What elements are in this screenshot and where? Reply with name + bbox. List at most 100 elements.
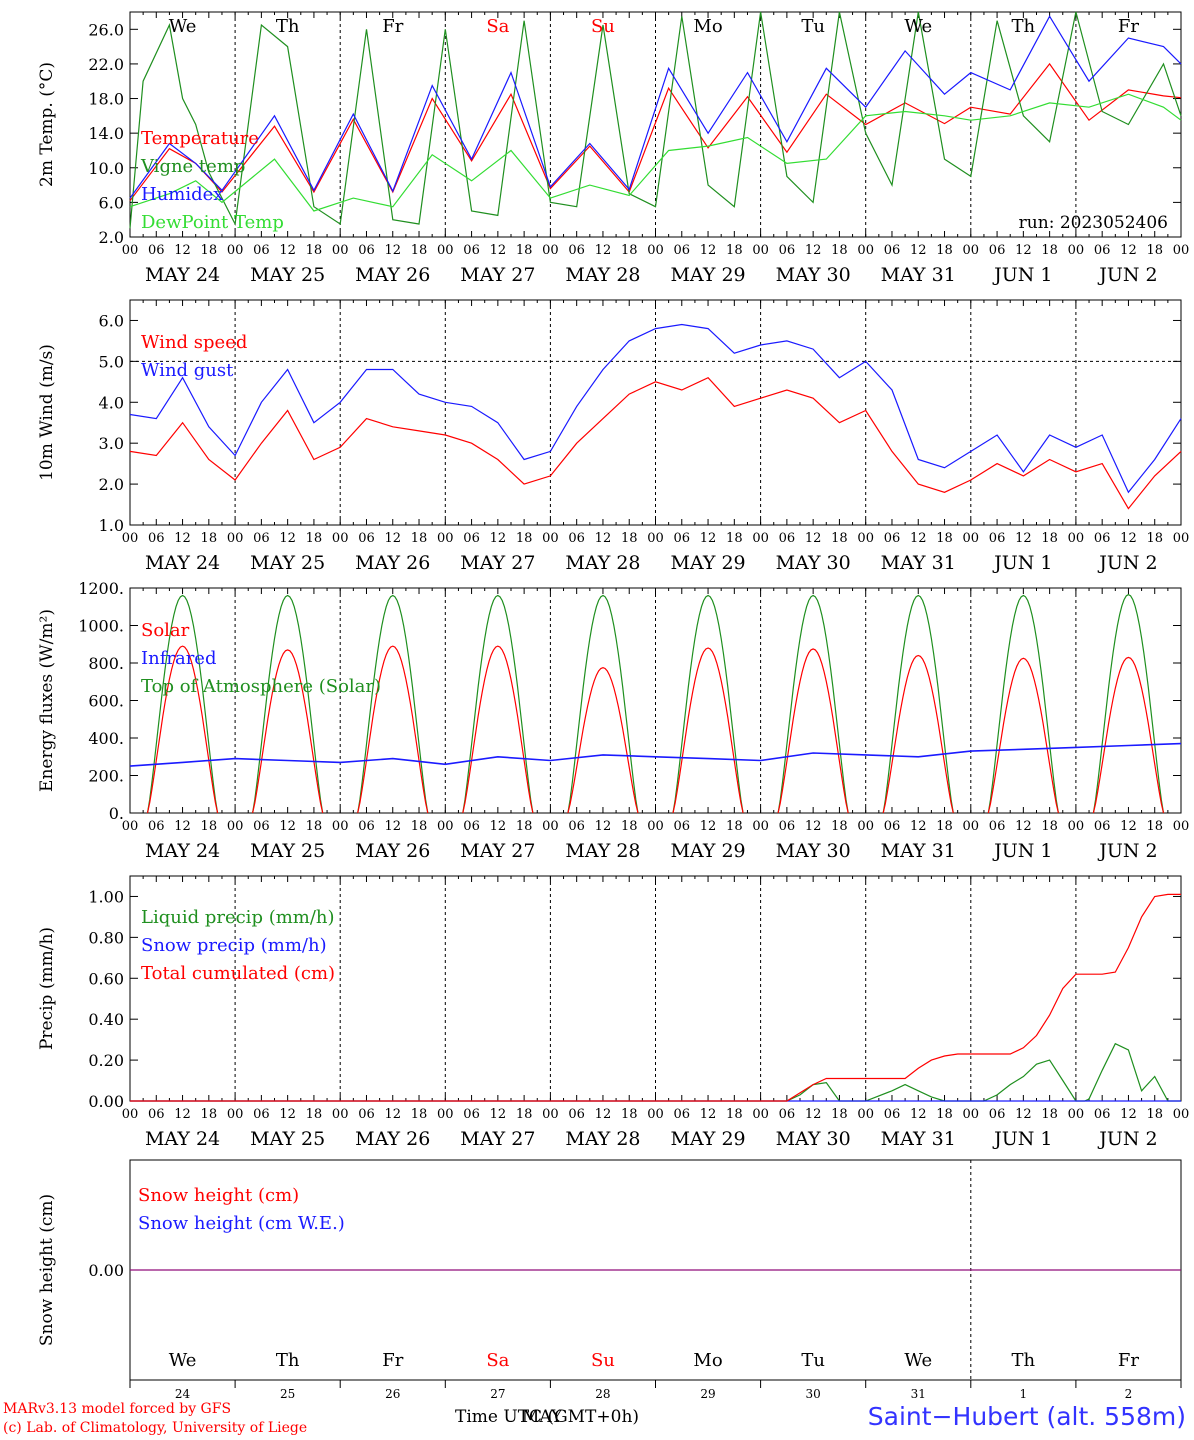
day-number: 27: [490, 1387, 505, 1401]
y-tick-label: 400.: [88, 729, 124, 748]
series-solar-day-5: [567, 667, 639, 814]
hour-tick-label: 00: [1173, 819, 1190, 834]
hour-tick-label: 18: [621, 1107, 638, 1122]
hour-tick-label: 00: [542, 243, 559, 258]
hour-tick-label: 00: [227, 243, 244, 258]
date-label: JUN 2: [1097, 1128, 1157, 1150]
hour-tick-label: 00: [857, 531, 874, 546]
day-number: 29: [700, 1387, 715, 1401]
y-tick-label: 26.0: [88, 20, 124, 39]
hour-tick-label: 06: [989, 819, 1006, 834]
hour-tick-label: 06: [463, 243, 480, 258]
date-label: MAY 31: [881, 840, 956, 862]
hour-tick-label: 00: [857, 1107, 874, 1122]
hour-tick-label: 00: [542, 1107, 559, 1122]
hour-tick-label: 00: [437, 243, 454, 258]
hour-tick-label: 18: [831, 1107, 848, 1122]
legend-snow-height-cm-w-e: Snow height (cm W.E.): [138, 1213, 345, 1234]
series-solar-day-4: [462, 645, 534, 814]
hour-tick-label: 18: [831, 531, 848, 546]
legend-liquid-precip-mm-h: Liquid precip (mm/h): [141, 907, 335, 928]
footer-copyright: (c) Lab. of Climatology, University of L…: [3, 1420, 308, 1436]
hour-tick-label: 00: [227, 819, 244, 834]
hour-tick-label: 12: [1015, 1107, 1032, 1122]
date-label: MAY 27: [460, 264, 535, 286]
hour-tick-label: 18: [411, 1107, 428, 1122]
hour-tick-label: 12: [700, 1107, 717, 1122]
hour-tick-label: 18: [516, 819, 533, 834]
date-label: MAY 29: [670, 264, 745, 286]
hour-tick-label: 18: [306, 531, 323, 546]
hour-tick-label: 12: [805, 819, 822, 834]
hour-tick-label: 12: [910, 1107, 927, 1122]
date-label: JUN 2: [1097, 840, 1157, 862]
hour-tick-label: 06: [884, 243, 901, 258]
hour-tick-label: 00: [1068, 243, 1085, 258]
hour-tick-label: 06: [1094, 819, 1111, 834]
hour-tick-label: 18: [1146, 243, 1163, 258]
hour-tick-label: 18: [936, 531, 953, 546]
day-name: Fr: [382, 16, 403, 37]
day-name: Su: [591, 16, 615, 37]
date-label: MAY 25: [250, 1128, 325, 1150]
hour-tick-label: 06: [148, 819, 165, 834]
date-label: MAY 30: [776, 264, 851, 286]
day-number: 2: [1125, 1387, 1133, 1401]
day-number: 30: [806, 1387, 821, 1401]
day-name-bottom: Sa: [486, 1350, 509, 1371]
legend-total-cumulated-cm: Total cumulated (cm): [141, 963, 335, 984]
hour-tick-label: 18: [621, 243, 638, 258]
hour-tick-label: 18: [201, 819, 218, 834]
hour-tick-label: 12: [490, 531, 507, 546]
hour-tick-label: 06: [358, 531, 375, 546]
date-label: MAY 26: [355, 1128, 430, 1150]
day-number: 28: [595, 1387, 610, 1401]
hour-tick-label: 18: [1146, 531, 1163, 546]
hour-tick-label: 12: [174, 243, 191, 258]
hour-tick-label: 18: [1041, 531, 1058, 546]
series-temperature: [129, 62, 1182, 202]
hour-tick-label: 06: [884, 1107, 901, 1122]
y-tick-label: 0.00: [88, 1092, 124, 1111]
y-tick-label: 800.: [88, 654, 124, 673]
legend-humidex: Humidex: [141, 184, 223, 205]
hour-tick-label: 18: [201, 1107, 218, 1122]
date-label: MAY 26: [355, 264, 430, 286]
y-axis-title-2: 10m Wind (m/s): [37, 344, 57, 481]
hour-tick-label: 00: [542, 531, 559, 546]
hour-tick-label: 12: [700, 819, 717, 834]
hour-tick-label: 18: [936, 1107, 953, 1122]
hour-tick-label: 12: [595, 243, 612, 258]
hour-tick-label: 06: [779, 243, 796, 258]
y-tick-label: 2.0: [99, 228, 124, 247]
series-toa-solar-day-8: [882, 594, 954, 814]
hour-tick-label: 00: [122, 243, 139, 258]
hour-tick-label: 06: [358, 819, 375, 834]
hour-tick-label: 06: [674, 531, 691, 546]
y-tick-label: 0.40: [88, 1010, 124, 1029]
y-tick-label: 1200.: [78, 579, 124, 598]
series-infrared: [129, 742, 1182, 767]
hour-tick-label: 00: [1068, 1107, 1085, 1122]
hour-tick-label: 06: [674, 243, 691, 258]
date-label: MAY 31: [881, 552, 956, 574]
y-tick-label: 0.20: [88, 1051, 124, 1070]
hour-tick-label: 00: [647, 1107, 664, 1122]
hour-tick-label: 00: [647, 243, 664, 258]
hour-tick-label: 18: [516, 243, 533, 258]
y-tick-label: 0.00: [88, 1261, 124, 1280]
y-tick-label: 0.80: [88, 928, 124, 947]
hour-tick-label: 12: [595, 1107, 612, 1122]
hour-tick-label: 00: [963, 1107, 980, 1122]
hour-tick-label: 00: [227, 531, 244, 546]
hour-tick-label: 06: [463, 1107, 480, 1122]
y-tick-label: 4.0: [99, 393, 124, 412]
hour-tick-label: 06: [148, 243, 165, 258]
y-tick-label: 2.0: [99, 475, 124, 494]
hour-tick-label: 18: [516, 531, 533, 546]
hour-tick-label: 12: [279, 243, 296, 258]
y-tick-label: 0.: [109, 804, 124, 823]
hour-tick-label: 18: [621, 531, 638, 546]
series-total-cumulated-cm-: [130, 893, 1181, 1102]
